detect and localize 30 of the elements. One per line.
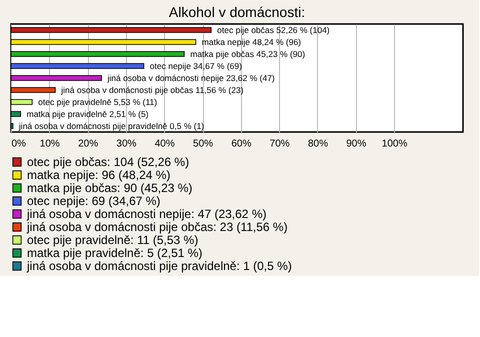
x-tick-label: 30% bbox=[116, 138, 137, 150]
legend-label: otec pije občas: 104 (52,26 %) bbox=[27, 155, 190, 169]
data-label: matka pije občas 45,23 % (90) bbox=[190, 49, 306, 59]
x-tick-label: 90% bbox=[346, 138, 366, 150]
x-tick-label: 60% bbox=[231, 138, 252, 150]
data-label: jiná osoba v domácnosti pije pravidelně 0,5 % (1) bbox=[18, 121, 204, 131]
x-tick-label: 50% bbox=[193, 138, 214, 150]
data-label: jiná osoba v domácnosti pije občas 11,56 % (23) bbox=[60, 85, 244, 95]
x-tick-label: 80% bbox=[308, 138, 328, 150]
x-tick-label: 100% bbox=[382, 138, 408, 150]
x-tick-label: 40% bbox=[154, 138, 175, 150]
x-tick-label: 20% bbox=[78, 138, 98, 150]
x-tick-label: 70% bbox=[270, 138, 290, 150]
data-label: matka pije pravidelně 2,51 % (5) bbox=[26, 109, 149, 119]
chart-title: Alkohol v domácnosti: bbox=[168, 4, 306, 20]
legend-label: matka nepije: 96 (48,24 %) bbox=[27, 168, 170, 182]
legend-label: otec nepije: 69 (34,67 %) bbox=[27, 194, 160, 208]
x-tick-label: 10% bbox=[40, 138, 60, 150]
data-label: jiná osoba v domácnosti nepije 23,62 % (47) bbox=[106, 73, 275, 83]
legend-label: jiná osoba v domácnosti pije občas: 23 (11,56 %) bbox=[26, 220, 288, 234]
data-label: otec nepije 34,67 % (69) bbox=[150, 61, 242, 71]
legend-label: otec pije pravidelně: 11 (5,53 %) bbox=[27, 233, 198, 247]
data-label: matka nepije 48,24 % (96) bbox=[202, 37, 302, 47]
legend-label: matka pije pravidelně: 5 (2,51 %) bbox=[27, 246, 202, 260]
legend-label: jiná osoba v domácnosti nepije: 47 (23,62 %) bbox=[26, 207, 266, 221]
legend-label: matka pije občas: 90 (45,23 %) bbox=[27, 181, 192, 195]
x-tick-label: 0% bbox=[12, 138, 26, 150]
legend-label: jiná osoba v domácnosti pije pravidelně: 1 (0,5 %) bbox=[26, 259, 292, 273]
data-label: otec pije pravidelně 5,53 % (11) bbox=[38, 97, 158, 107]
data-label: otec pije občas 52,26 % (104) bbox=[217, 25, 330, 35]
